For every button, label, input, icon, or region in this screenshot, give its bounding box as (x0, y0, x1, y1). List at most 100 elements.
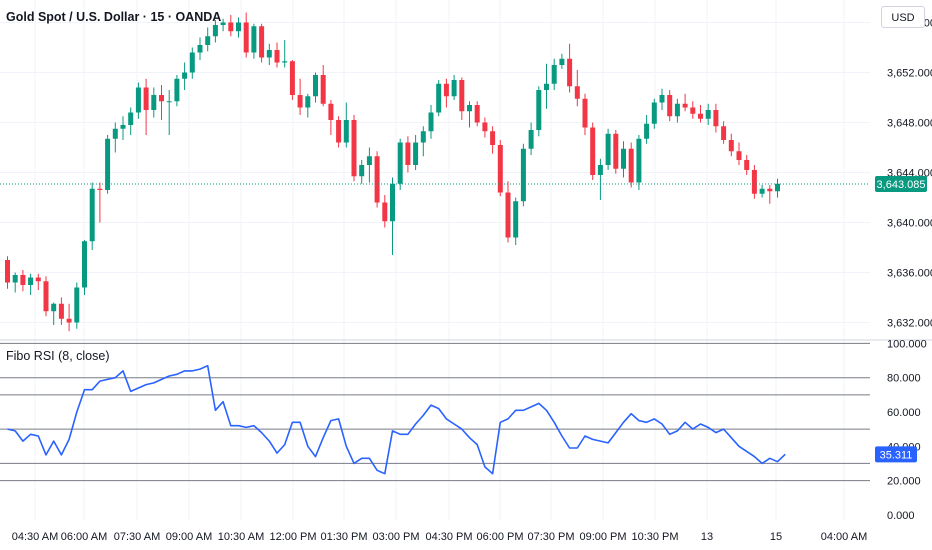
candle-body (251, 26, 257, 53)
candle (420, 126, 426, 157)
candle-body (513, 201, 519, 238)
candle-body (220, 22, 226, 25)
candle-body (328, 103, 334, 120)
candle-body (266, 50, 272, 58)
candle (135, 82, 141, 119)
candle-body (751, 170, 757, 194)
candle (536, 86, 542, 137)
time-tick-label: 12:00 PM (269, 531, 316, 543)
candle-body (436, 83, 442, 113)
candle (89, 182, 95, 250)
candle (20, 270, 26, 292)
candle (374, 151, 380, 208)
candle (682, 93, 688, 112)
current-price-label: 3,643.085 (877, 179, 926, 191)
candle-body (582, 98, 588, 128)
candle (220, 18, 226, 32)
candle (474, 101, 480, 127)
price-axis[interactable]: 3,632.0003,636.0003,640.0003,644.0003,64… (887, 18, 932, 330)
candle-body (182, 72, 188, 79)
candle (482, 117, 488, 138)
candle-body (58, 303, 64, 319)
candle-body (359, 165, 365, 177)
candle (82, 240, 87, 295)
candle (382, 195, 388, 228)
candle (66, 303, 72, 332)
candle (621, 141, 626, 178)
candle (436, 80, 442, 117)
candle-body (651, 102, 657, 124)
candle (590, 122, 596, 180)
candle (359, 160, 365, 184)
candle (328, 100, 334, 135)
candle-body (644, 123, 650, 139)
candle (5, 256, 10, 289)
time-tick-label: 07:30 PM (527, 531, 574, 543)
candle-body (366, 156, 372, 165)
candle-body (713, 110, 719, 127)
candle-body (205, 36, 211, 45)
candle-body (536, 90, 542, 130)
candle-body (420, 131, 426, 143)
candle (574, 70, 580, 107)
rsi-current-label: 35.311 (880, 449, 913, 461)
candle-body (597, 165, 603, 175)
candle (97, 182, 103, 223)
symbol-title[interactable]: Gold Spot / U.S. Dollar · 15 · OANDA (6, 10, 222, 24)
candle-body (497, 145, 503, 193)
candle (451, 75, 457, 100)
candle-body (305, 96, 311, 108)
candle-body (490, 131, 496, 145)
candle (405, 136, 411, 173)
candle (443, 78, 449, 108)
price-tick-label: 3,636.000 (887, 268, 932, 280)
candle (605, 128, 611, 170)
candle (636, 135, 642, 190)
currency-selector[interactable]: USD (881, 6, 925, 28)
candle (112, 122, 118, 153)
candle (567, 43, 573, 93)
candle-body (628, 148, 634, 183)
candlestick-series (5, 12, 780, 332)
candle (251, 23, 257, 59)
candle-body (482, 122, 488, 132)
candle (74, 282, 80, 329)
candle-body (390, 183, 395, 222)
candle-body (759, 188, 765, 194)
candle-body (728, 140, 734, 152)
candle (58, 297, 64, 325)
candle (744, 155, 750, 175)
price-tick-label: 3,632.000 (887, 318, 932, 330)
candle (505, 181, 511, 243)
candle (212, 20, 218, 43)
candle-body (544, 83, 549, 90)
candle (659, 88, 665, 110)
candle (551, 58, 557, 90)
candle (674, 98, 680, 123)
candle-body (343, 120, 349, 143)
candle-body (528, 130, 534, 149)
candle-body (74, 287, 80, 323)
candle-body (590, 127, 596, 175)
candle (751, 165, 757, 199)
candle-body (89, 188, 95, 242)
candle (528, 122, 534, 155)
price-grid (0, 0, 870, 340)
candle (497, 140, 503, 197)
candle-body (12, 275, 18, 283)
candle-body (159, 95, 164, 102)
time-tick-label: 04:00 AM (821, 531, 867, 543)
candle (228, 15, 234, 37)
candle-body (413, 142, 419, 165)
candle-body (5, 260, 10, 283)
candle-body (320, 75, 326, 104)
candle-body (567, 58, 573, 87)
indicator-title[interactable]: Fibo RSI (8, close) (6, 349, 110, 363)
candle-body (82, 241, 87, 288)
candle (266, 43, 272, 65)
candle (559, 53, 565, 69)
candle-body (705, 110, 711, 119)
candle (151, 87, 157, 118)
